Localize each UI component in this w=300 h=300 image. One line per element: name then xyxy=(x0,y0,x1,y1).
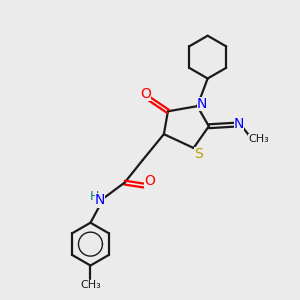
Text: CH₃: CH₃ xyxy=(248,134,269,144)
Text: N: N xyxy=(197,97,208,111)
Text: O: O xyxy=(140,87,151,101)
Text: N: N xyxy=(234,116,244,130)
Text: N: N xyxy=(95,194,105,207)
Text: CH₃: CH₃ xyxy=(80,280,101,290)
Text: H: H xyxy=(90,190,99,203)
Text: S: S xyxy=(194,147,203,161)
Text: O: O xyxy=(144,174,155,188)
